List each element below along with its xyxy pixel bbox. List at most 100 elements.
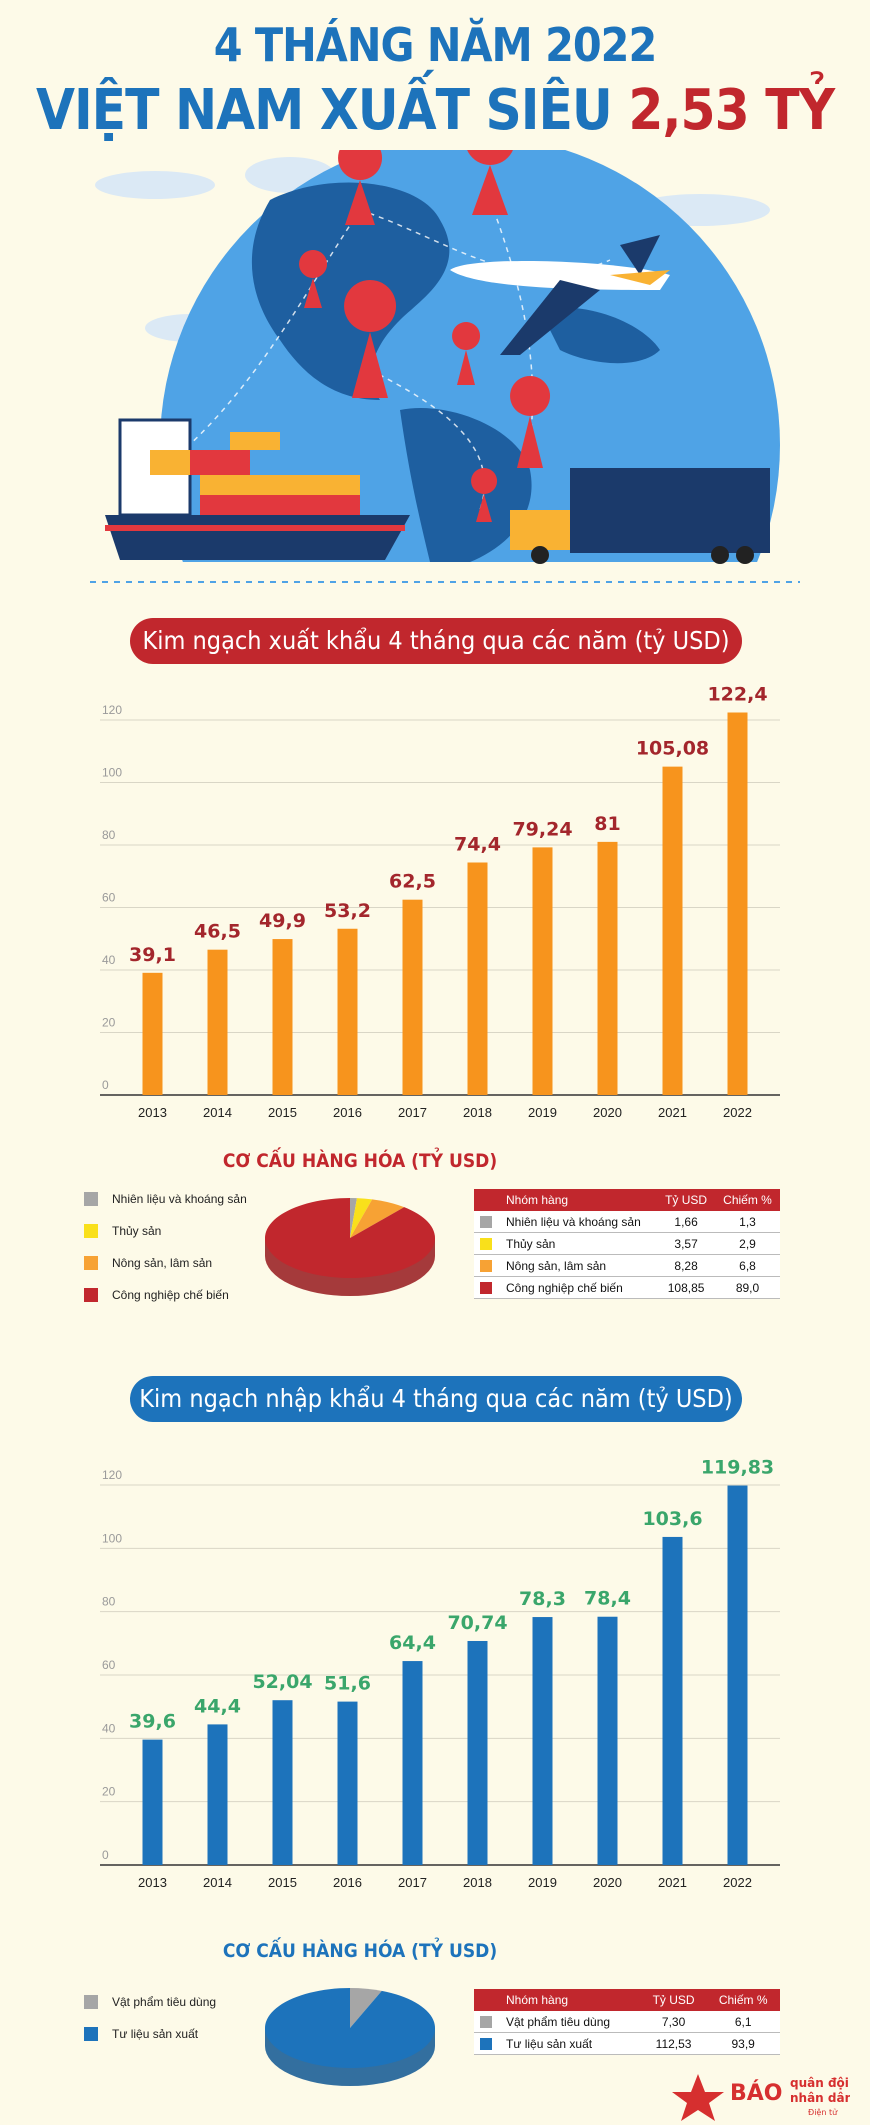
export-value-label: 74,4 <box>454 834 501 856</box>
legend-label: Công nghiệp chế biến <box>112 1288 229 1302</box>
row-swatch <box>480 1259 492 1272</box>
table-cell-share: 93,9 <box>706 2032 780 2055</box>
legend-swatch <box>84 1995 98 2009</box>
table-cell-share: 89,0 <box>715 1276 780 1299</box>
pie-slice <box>350 1199 405 1238</box>
pie-slice <box>350 1198 373 1238</box>
newspaper-logo: BÁO quân đội nhân dân Điện tử <box>672 2074 850 2121</box>
legend-label: Nhiên liệu và khoáng sản <box>112 1192 247 1206</box>
row-swatch <box>480 1215 492 1228</box>
table-cell-name: Vật phẩm tiêu dùng <box>500 2011 641 2033</box>
table-row: Nhiên liệu và khoáng sản 1,66 1,3 <box>474 1211 780 1233</box>
import-bar <box>142 1739 163 1865</box>
logo-text-4: Điện tử <box>808 2107 838 2117</box>
table-cell-name: Nông sản, lâm sản <box>500 1254 658 1277</box>
import-bar <box>402 1661 423 1865</box>
import-value-label: 78,3 <box>519 1588 566 1610</box>
table-header: Chiếm % <box>706 1989 780 2011</box>
legend-label: Thủy sản <box>112 1224 162 1238</box>
table-header-spacer <box>474 1989 500 2011</box>
table-row: Vật phẩm tiêu dùng 7,30 6,1 <box>474 2011 780 2033</box>
import-ytick-label: 20 <box>102 1785 116 1799</box>
main-title-line1: 4 THÁNG NĂM 2022 <box>213 18 658 72</box>
import-category-label: 2020 <box>593 1875 622 1890</box>
legend-swatch <box>84 1224 98 1238</box>
table-cell-value: 112,53 <box>640 2032 707 2055</box>
import-ytick-label: 60 <box>102 1658 116 1672</box>
table-cell-value: 108,85 <box>657 1276 715 1299</box>
export-value-label: 105,08 <box>636 738 709 760</box>
import-structure-title: CƠ CẤU HÀNG HÓA (TỶ USD) <box>222 1940 498 1962</box>
export-bar <box>272 939 293 1095</box>
pie-slice <box>265 1198 435 1278</box>
legend-item: Nông sản, lâm sản <box>84 1256 247 1278</box>
export-bar <box>207 949 228 1095</box>
export-pie-chart <box>265 1198 435 1296</box>
legend-swatch <box>84 1256 98 1270</box>
export-category-label: 2018 <box>463 1105 492 1120</box>
legend-swatch <box>84 1288 98 1302</box>
import-bar <box>272 1700 293 1865</box>
import-category-label: 2021 <box>658 1875 687 1890</box>
export-bar <box>402 899 423 1095</box>
legend-item: Tư liệu sản xuất <box>84 2027 216 2049</box>
import-bar <box>207 1724 228 1865</box>
hero-illustration <box>90 150 800 583</box>
import-bar <box>662 1536 683 1865</box>
export-bar <box>597 841 618 1095</box>
table-header: Nhóm hàng <box>500 1189 658 1211</box>
table-cell-name: Nhiên liệu và khoáng sản <box>500 1211 658 1233</box>
import-value-label: 64,4 <box>389 1632 436 1654</box>
export-legend: Nhiên liệu và khoáng sản Thủy sản Nông sản… <box>84 1192 247 1320</box>
export-ytick-label: 100 <box>102 766 122 780</box>
export-category-label: 2015 <box>268 1105 297 1120</box>
import-legend: Vật phẩm tiêu dùng Tư liệu sản xuất <box>84 1995 216 2059</box>
export-value-label: 62,5 <box>389 871 436 893</box>
legend-swatch <box>84 1192 98 1206</box>
cargo-ship-icon <box>105 418 410 560</box>
import-structure-table: Nhóm hàng Tỷ USD Chiếm % Vật phẩm tiêu dùng… <box>474 1989 780 2055</box>
export-bar-chart: 0 20 40 60 80 100 120 39,1 2013 46,5 2014 49,9 2015 5… <box>100 685 780 1120</box>
pie-slice <box>265 1988 435 2068</box>
import-value-label: 78,4 <box>584 1588 631 1610</box>
truck-icon <box>510 468 770 564</box>
import-pie-chart <box>265 1988 435 2086</box>
import-bar <box>532 1617 553 1865</box>
export-category-label: 2022 <box>723 1105 752 1120</box>
export-category-label: 2014 <box>203 1105 232 1120</box>
export-ytick-label: 60 <box>102 891 116 905</box>
export-bar <box>727 712 748 1095</box>
import-bar <box>467 1640 488 1865</box>
import-value-label: 51,6 <box>324 1673 371 1695</box>
table-cell-share: 2,9 <box>715 1232 780 1255</box>
export-value-label: 53,2 <box>324 900 371 922</box>
import-category-label: 2015 <box>268 1875 297 1890</box>
export-bar <box>532 847 553 1095</box>
import-category-label: 2016 <box>333 1875 362 1890</box>
export-value-label: 46,5 <box>194 921 241 943</box>
import-ytick-label: 0 <box>102 1848 109 1862</box>
table-header-spacer <box>474 1189 500 1211</box>
export-ytick-label: 40 <box>102 953 116 967</box>
table-cell-value: 1,66 <box>657 1211 715 1233</box>
export-category-label: 2020 <box>593 1105 622 1120</box>
table-cell-name: Tư liệu sản xuất <box>500 2032 641 2055</box>
export-ytick-label: 20 <box>102 1016 116 1030</box>
table-cell-value: 3,57 <box>657 1232 715 1255</box>
main-title-line2: VIỆT NAM XUẤT SIÊU 2,53 TỶ USD <box>0 78 870 208</box>
import-bar-chart: 0 20 40 60 80 100 120 39,6 2013 44,4 2014 52,04 2015… <box>100 1457 780 1890</box>
legend-item: Nhiên liệu và khoáng sản <box>84 1192 247 1214</box>
import-ytick-label: 120 <box>102 1468 122 1482</box>
import-value-label: 39,6 <box>129 1711 176 1733</box>
pie-slice <box>350 1198 357 1238</box>
export-bar <box>662 766 683 1095</box>
title-prefix: VIỆT NAM XUẤT SIÊU <box>35 78 629 143</box>
import-bar <box>337 1701 358 1865</box>
export-value-label: 122,4 <box>707 685 767 706</box>
table-cell-share: 6,1 <box>706 2011 780 2033</box>
import-category-label: 2019 <box>528 1875 557 1890</box>
import-category-label: 2022 <box>723 1875 752 1890</box>
legend-label: Tư liệu sản xuất <box>112 2027 199 2041</box>
legend-item: Công nghiệp chế biến <box>84 1288 247 1310</box>
export-bar <box>467 862 488 1095</box>
